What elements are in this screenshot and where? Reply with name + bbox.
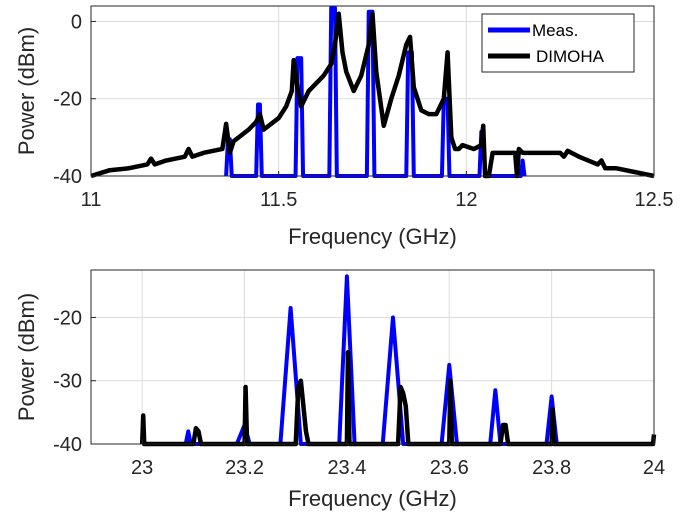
- plot-frame-top: [90, 5, 655, 177]
- chart-bottom: 23 23.2 23.4 23.6 23.8 24 -40 -30 -20 Frequency …: [14, 269, 665, 511]
- x-tick-label-3: 23.6: [430, 457, 469, 479]
- y-tick-label-1: -30: [53, 371, 82, 393]
- y-axis-label-top: Power (dBm): [14, 27, 39, 155]
- y-tick-label-0: -40: [53, 434, 82, 456]
- series-layer-bottom: [139, 274, 657, 447]
- series-line-meas-bottom: [183, 274, 559, 446]
- legend: Meas. DIMOHA: [481, 13, 635, 73]
- y-tick-label-1: -20: [53, 89, 82, 111]
- y-tick-label-2: -20: [53, 307, 82, 329]
- x-tick-label-1: 23.2: [225, 457, 264, 479]
- ticks-bottom: 23 23.2 23.4 23.6 23.8 24 -40 -30 -20: [53, 307, 665, 479]
- y-axis-label-bottom: Power (dBm): [14, 293, 39, 421]
- x-axis-label-top: Frequency (GHz): [288, 224, 457, 249]
- x-tick-label-2: 23.4: [327, 457, 366, 479]
- x-tick-label-2: 12: [455, 189, 477, 211]
- ticks-top: 11 11.5 12 12.5 -40 -20 0: [53, 11, 673, 211]
- x-tick-label-4: 23.8: [532, 457, 571, 479]
- y-tick-label-0: -40: [53, 166, 82, 188]
- chart-top: 11 11.5 12 12.5 -40 -20 0 Frequency (GHz) Powe…: [14, 5, 673, 249]
- x-axis-label-bottom: Frequency (GHz): [288, 486, 457, 511]
- x-tick-label-0: 23: [131, 457, 153, 479]
- legend-label-dimoha: DIMOHA: [536, 47, 605, 66]
- y-tick-label-2: 0: [71, 11, 82, 33]
- x-tick-label-0: 11: [81, 189, 102, 211]
- x-tick-label-5: 24: [643, 457, 665, 479]
- plot-frame-bottom: [90, 269, 655, 445]
- legend-box: [481, 13, 635, 73]
- series-line-dimoha-top: [90, 11, 655, 179]
- legend-label-meas: Meas.: [532, 21, 578, 40]
- x-tick-label-3: 12.5: [635, 189, 674, 211]
- series-line-dimoha-bottom: [139, 350, 657, 447]
- x-tick-label-1: 11.5: [260, 189, 297, 211]
- grid-bottom: [91, 270, 655, 445]
